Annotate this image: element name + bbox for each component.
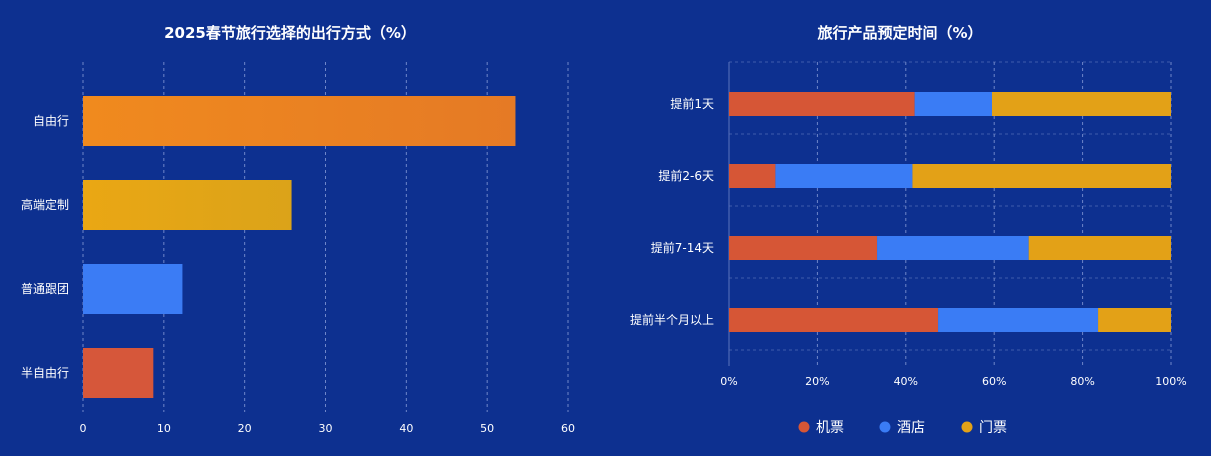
left-chart-title: 2025春节旅行选择的出行方式（%） — [164, 24, 416, 42]
right-chart-title: 旅行产品预定时间（%） — [817, 24, 982, 42]
right-bar-segment — [914, 92, 992, 116]
right-category-label: 提前7-14天 — [651, 240, 714, 255]
legend-label: 酒店 — [897, 420, 925, 436]
right-bar-segment — [729, 92, 915, 116]
right-bar-segment — [775, 164, 913, 188]
right-category-label: 提前2-6天 — [658, 168, 714, 183]
right-bar-segment — [729, 164, 776, 188]
left-bar — [83, 96, 516, 146]
left-tick-labels: 0 10 20 30 40 50 60 — [80, 422, 576, 435]
left-category-label: 半自由行 — [21, 366, 69, 380]
left-category-label: 普通跟团 — [21, 282, 69, 296]
left-category-label: 高端定制 — [21, 197, 69, 212]
left-bar — [83, 180, 292, 230]
right-bar-segment — [912, 164, 1171, 188]
left-tick-label: 40 — [399, 422, 413, 435]
right-tick-label: 20% — [805, 375, 829, 388]
legend-marker — [879, 421, 891, 433]
legend-marker — [961, 421, 973, 433]
right-tick-labels: 0% 20% 40% 60% 80% 100% — [720, 375, 1186, 388]
legend-label: 门票 — [979, 420, 1007, 436]
left-tick-label: 20 — [238, 422, 252, 435]
right-bar-segment — [877, 236, 1029, 260]
left-tick-label: 30 — [319, 422, 333, 435]
left-bar — [83, 264, 183, 314]
right-bar-segment — [729, 236, 878, 260]
left-grid — [82, 62, 569, 412]
legend: 机票 酒店 门票 — [798, 420, 1007, 436]
left-bars — [83, 96, 516, 398]
left-tick-label: 10 — [157, 422, 171, 435]
left-tick-label: 0 — [80, 422, 87, 435]
right-bar-segment — [991, 92, 1171, 116]
right-tick-label: 100% — [1155, 375, 1186, 388]
legend-label: 机票 — [816, 420, 844, 436]
right-bar-segment — [938, 308, 1099, 332]
right-tick-label: 60% — [982, 375, 1006, 388]
right-tick-label: 80% — [1070, 375, 1094, 388]
legend-marker — [798, 421, 810, 433]
right-category-label: 提前半个月以上 — [630, 312, 714, 327]
right-category-label: 提前1天 — [670, 96, 714, 111]
left-tick-label: 60 — [561, 422, 575, 435]
right-bar-segment — [1098, 308, 1171, 332]
right-tick-label: 0% — [720, 375, 737, 388]
right-bar-segment — [1028, 236, 1171, 260]
left-tick-label: 50 — [480, 422, 494, 435]
right-tick-label: 40% — [894, 375, 918, 388]
right-bars — [729, 92, 1171, 332]
left-category-label: 自由行 — [33, 114, 69, 128]
right-bar-segment — [729, 308, 939, 332]
left-bar — [83, 348, 154, 398]
